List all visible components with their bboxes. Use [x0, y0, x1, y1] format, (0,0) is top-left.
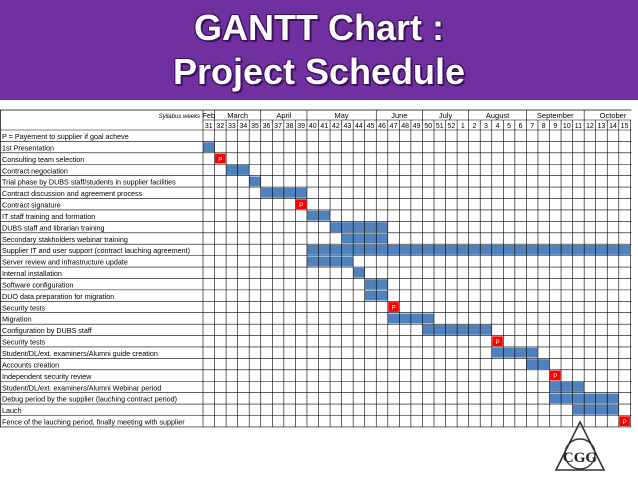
week-label: 45: [367, 123, 375, 130]
week-label: 11: [575, 123, 582, 130]
task-label: Independent security review: [2, 372, 92, 381]
week-label: 38: [286, 123, 294, 130]
week-label: 42: [332, 123, 340, 130]
week-label: 52: [447, 123, 455, 130]
week-label: 7: [530, 123, 534, 130]
week-label: 34: [240, 123, 248, 130]
header-label: Syllabus weeks: [159, 114, 200, 120]
week-label: 32: [216, 123, 224, 130]
task-label: Contract discussion and agreement proces…: [2, 189, 143, 198]
week-label: 2: [472, 123, 476, 130]
milestone-marker: [492, 336, 503, 347]
task-label: Accounts creation: [2, 360, 59, 369]
page-title-line-1: GANTT Chart :: [194, 7, 444, 48]
task-label: Lauch: [2, 406, 22, 415]
month-label: June: [391, 111, 407, 120]
task-bar: [353, 267, 365, 278]
week-label: 4: [496, 123, 500, 130]
milestone-label: P: [299, 203, 303, 209]
task-label: Configuration by DUBS staff: [2, 326, 92, 335]
task-bar: [549, 382, 585, 392]
week-label: 35: [251, 123, 259, 130]
week-label: 36: [263, 123, 271, 130]
week-label: 44: [355, 123, 363, 130]
cgg-logo: CGG: [554, 420, 606, 471]
task-label: Server review and infrastructure update: [2, 258, 128, 267]
month-label: Feb: [202, 111, 215, 120]
milestone-label: P: [218, 157, 222, 163]
milestone-label: P: [553, 374, 557, 380]
task-label: Fence of the lauching period, finally me…: [2, 418, 185, 427]
week-label: 39: [297, 123, 305, 130]
week-label: 47: [390, 123, 398, 130]
task-bar: [203, 142, 215, 153]
week-label: 5: [507, 123, 511, 130]
task-label: Contract signature: [2, 201, 61, 210]
milestone-label: P: [623, 420, 627, 426]
task-label: Internal installation: [2, 269, 62, 278]
week-label: 40: [309, 123, 317, 130]
task-label: Student/DL/ext. examiners/Alumni guide c…: [2, 349, 158, 358]
week-label: 51: [436, 123, 444, 130]
task-label: Software configuration: [2, 280, 74, 289]
week-label: 15: [621, 123, 629, 130]
task-label: Security tests: [2, 303, 46, 312]
task-label: DUBS staff and librarian training: [2, 223, 105, 232]
week-label: 13: [598, 123, 606, 130]
week-label: 14: [609, 123, 617, 130]
logo-letters: CGG: [563, 450, 598, 466]
task-bar: [249, 176, 261, 187]
task-label: Consulting team selection: [2, 155, 84, 164]
milestone-marker: [619, 416, 630, 427]
month-label: September: [537, 111, 574, 120]
week-label: 9: [553, 123, 557, 130]
month-label: May: [335, 111, 349, 120]
task-label: Contract negociation: [2, 166, 68, 175]
week-label: 31: [205, 123, 213, 130]
week-label: 41: [320, 123, 328, 130]
week-label: 10: [563, 123, 571, 130]
task-label: 1st Presentation: [2, 143, 54, 152]
week-label: 46: [378, 123, 386, 130]
milestone-label: P: [496, 340, 500, 346]
week-label: 50: [424, 123, 432, 130]
week-label: 6: [519, 123, 523, 130]
week-label: 8: [542, 123, 546, 130]
milestone-marker: [550, 370, 561, 381]
task-label: Debug period by the supplier (lauching c…: [2, 395, 177, 404]
task-label: Student/DL/ext. examiners/Alumni Webinar…: [2, 383, 161, 392]
week-label: 43: [343, 123, 351, 130]
task-label: IT staff training and formation: [2, 212, 95, 221]
month-label: April: [276, 111, 291, 120]
month-label: July: [439, 111, 453, 120]
task-label: Secondary stakholders webinar training: [2, 235, 128, 244]
week-label: 33: [228, 123, 236, 130]
task-label: P = Payement to supplier if goal acheve: [2, 132, 129, 141]
task-bar: [330, 222, 388, 232]
week-label: 3: [484, 123, 488, 130]
week-label: 49: [413, 123, 421, 130]
milestone-marker: [388, 302, 399, 312]
week-label: 12: [586, 123, 594, 130]
task-label: DUO data preparation for migration: [2, 292, 114, 301]
week-label: 1: [461, 123, 465, 130]
week-label: 37: [274, 123, 282, 130]
task-label: Migration: [2, 315, 32, 324]
month-label: October: [600, 111, 627, 120]
milestone-label: P: [392, 306, 396, 312]
week-label: 48: [401, 123, 409, 130]
month-label: March: [227, 111, 248, 120]
task-label: Trial phase by DUBS staff/students in su…: [2, 178, 176, 187]
task-label: Supplier IT and user support (contract l…: [2, 246, 190, 255]
page-title-line-2: Project Schedule: [172, 51, 466, 92]
milestone-marker: [295, 199, 307, 210]
task-label: Security tests: [2, 338, 46, 347]
month-label: August: [486, 111, 510, 120]
title-banner: GANTT Chart : Project Schedule: [0, 0, 638, 100]
milestone-marker: [215, 153, 226, 164]
